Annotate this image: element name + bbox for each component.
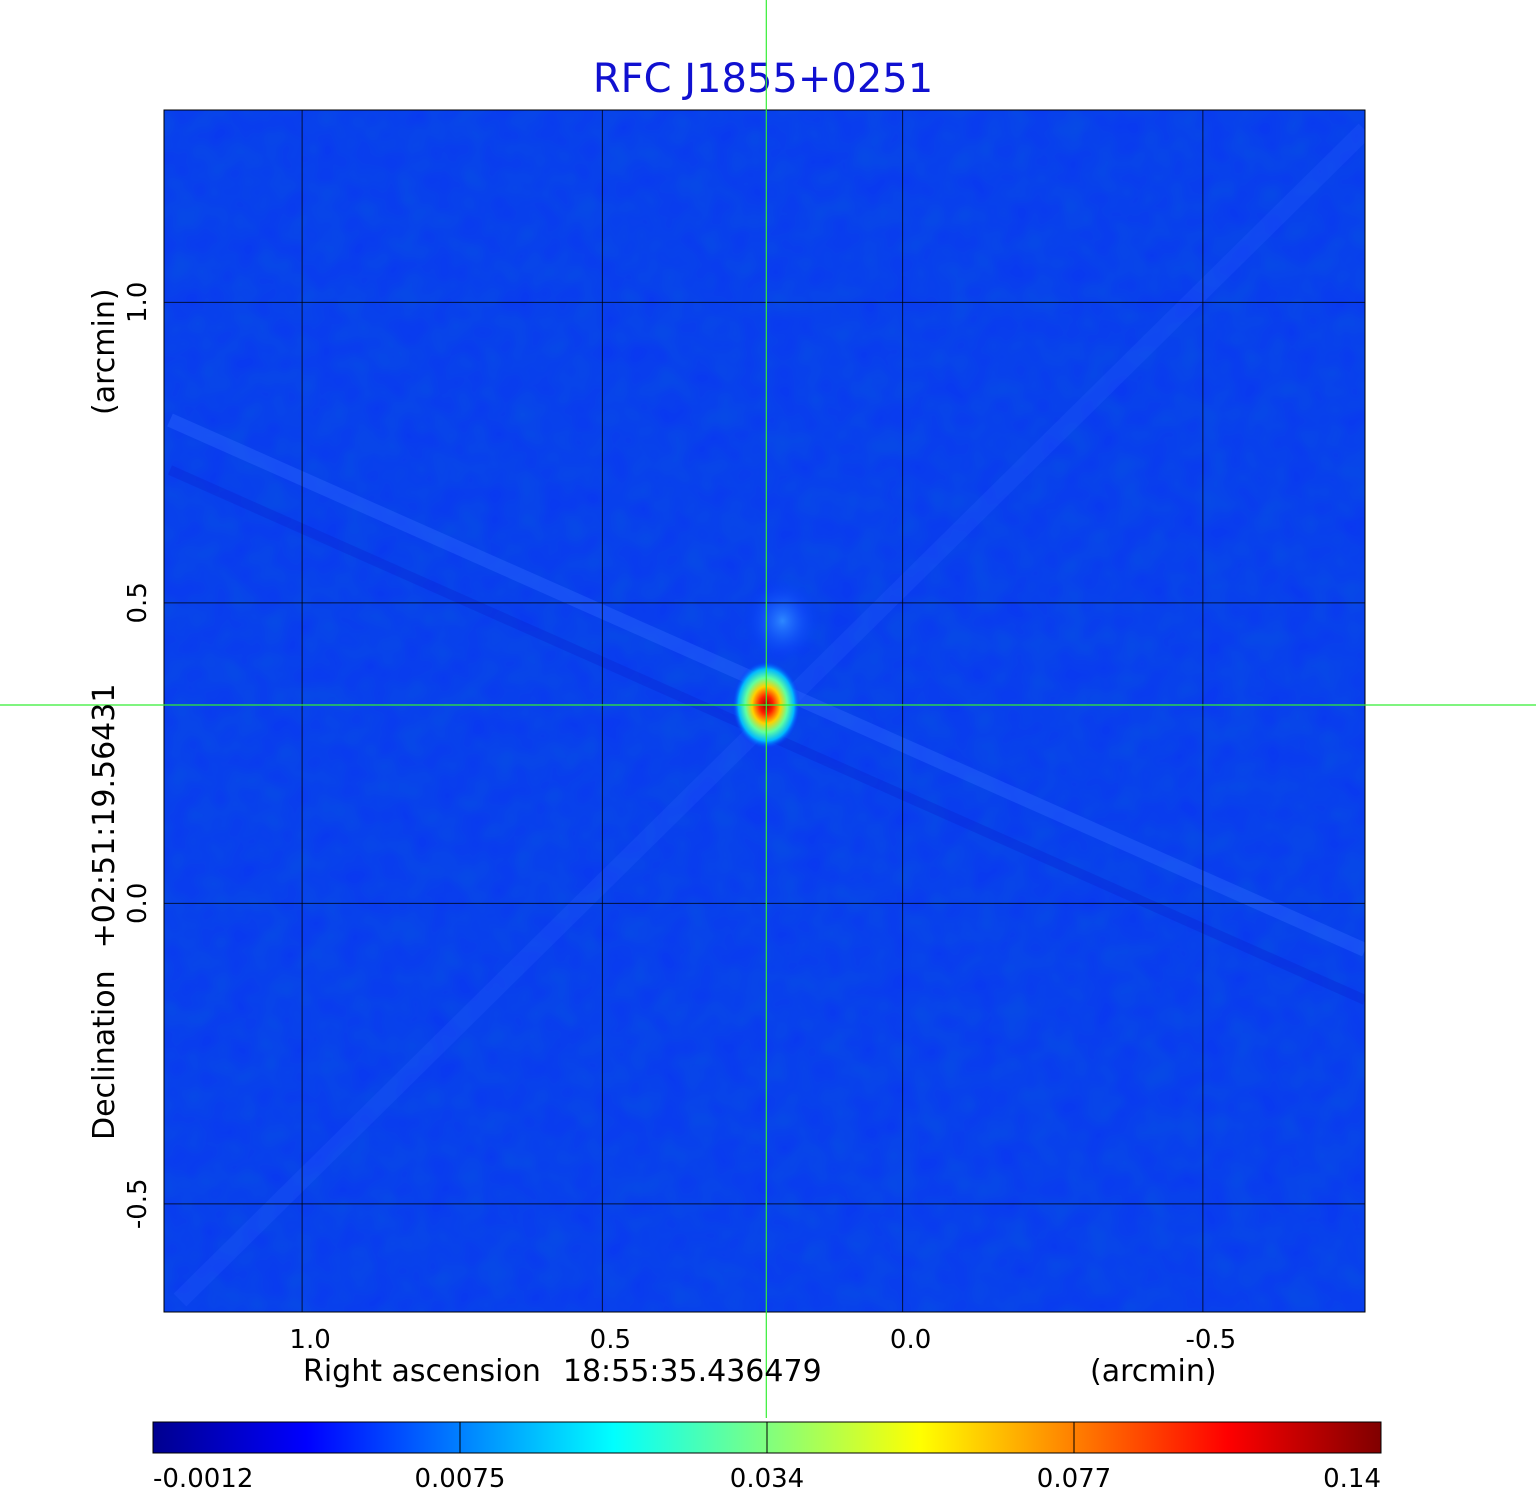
- x-tick-labels: 1.0 0.5 0.0 -0.5: [289, 1325, 1236, 1355]
- plot-frame: [163, 109, 1366, 1313]
- y-tick-labels: -0.5 0.0 0.5 1.0: [123, 282, 153, 1230]
- x-axis-label: Right ascension 18:55:35.436479: [303, 1354, 822, 1389]
- source-sidelobe: [742, 575, 823, 666]
- y-axis-unit: (arcmin): [87, 288, 122, 415]
- colorbar-tick-label: 0.077: [1037, 1464, 1111, 1494]
- plot-area: [164, 110, 1365, 1312]
- x-axis-unit: (arcmin): [1090, 1354, 1217, 1389]
- colorbar-tick-label: 0.0075: [415, 1464, 506, 1494]
- colorbar-tick-label: 0.034: [730, 1464, 804, 1494]
- colorbar-tick-label: -0.0012: [153, 1464, 253, 1494]
- x-tick-label: 0.0: [890, 1325, 931, 1355]
- y-tick-label: -0.5: [123, 1178, 153, 1229]
- chart-title: RFC J1855+0251: [593, 56, 933, 102]
- y-tick-label: 1.0: [123, 282, 153, 323]
- x-tick-label: 0.5: [590, 1325, 631, 1355]
- x-tick-label: 1.0: [289, 1325, 330, 1355]
- grid-lines: [164, 110, 1365, 1312]
- colorbar-tick-labels: -0.0012 0.0075 0.034 0.077 0.14: [153, 1422, 1381, 1494]
- y-axis-label: Declination+02:51:19.56431: [87, 684, 122, 1140]
- colorbar-tick-label: 0.14: [1323, 1464, 1381, 1494]
- y-tick-label: 0.0: [123, 883, 153, 924]
- x-tick-label: -0.5: [1185, 1325, 1236, 1355]
- y-tick-label: 0.5: [123, 582, 153, 623]
